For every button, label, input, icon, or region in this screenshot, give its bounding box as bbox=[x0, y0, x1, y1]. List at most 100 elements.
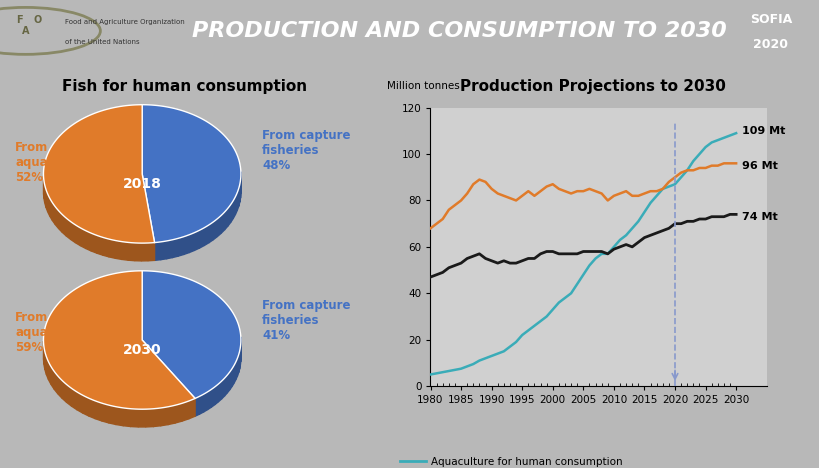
Text: 2030: 2030 bbox=[123, 344, 161, 358]
Polygon shape bbox=[134, 243, 141, 261]
Polygon shape bbox=[233, 362, 236, 383]
Polygon shape bbox=[154, 242, 161, 260]
Polygon shape bbox=[161, 241, 166, 260]
Polygon shape bbox=[44, 346, 45, 369]
Polygon shape bbox=[54, 372, 58, 394]
Polygon shape bbox=[237, 189, 238, 211]
Text: O: O bbox=[34, 15, 42, 25]
Polygon shape bbox=[217, 216, 221, 237]
Polygon shape bbox=[207, 389, 211, 410]
Polygon shape bbox=[109, 405, 116, 424]
Polygon shape bbox=[80, 228, 86, 249]
Text: 74 Mt: 74 Mt bbox=[741, 212, 777, 222]
Polygon shape bbox=[47, 357, 48, 380]
Polygon shape bbox=[232, 366, 233, 387]
Polygon shape bbox=[199, 228, 204, 248]
Polygon shape bbox=[66, 218, 70, 240]
Polygon shape bbox=[174, 403, 182, 423]
Polygon shape bbox=[45, 185, 46, 207]
Polygon shape bbox=[52, 203, 56, 225]
Polygon shape bbox=[50, 198, 52, 220]
Polygon shape bbox=[62, 215, 66, 236]
Polygon shape bbox=[71, 388, 77, 410]
Polygon shape bbox=[195, 396, 199, 416]
Polygon shape bbox=[138, 409, 146, 427]
Polygon shape bbox=[230, 201, 233, 222]
Polygon shape bbox=[178, 237, 183, 256]
Polygon shape bbox=[44, 181, 45, 203]
Polygon shape bbox=[56, 207, 59, 229]
Polygon shape bbox=[221, 212, 224, 234]
Polygon shape bbox=[147, 242, 154, 261]
Polygon shape bbox=[182, 401, 188, 421]
Polygon shape bbox=[62, 380, 66, 402]
Polygon shape bbox=[215, 384, 218, 405]
Polygon shape bbox=[102, 403, 109, 423]
Polygon shape bbox=[188, 398, 195, 419]
Polygon shape bbox=[86, 231, 91, 251]
Polygon shape bbox=[45, 351, 47, 374]
Polygon shape bbox=[43, 271, 195, 409]
Polygon shape bbox=[97, 235, 103, 255]
Polygon shape bbox=[83, 395, 88, 416]
Polygon shape bbox=[228, 205, 230, 226]
Text: From
aquaculture
52%: From aquaculture 52% bbox=[16, 140, 95, 183]
Polygon shape bbox=[189, 233, 194, 253]
Polygon shape bbox=[109, 239, 115, 258]
Polygon shape bbox=[213, 219, 217, 240]
Polygon shape bbox=[172, 238, 178, 257]
Polygon shape bbox=[51, 367, 54, 389]
Polygon shape bbox=[88, 398, 95, 419]
Polygon shape bbox=[146, 409, 153, 427]
Text: From capture
fisheries
41%: From capture fisheries 41% bbox=[262, 299, 351, 342]
Polygon shape bbox=[115, 241, 122, 259]
Polygon shape bbox=[203, 392, 207, 412]
Polygon shape bbox=[66, 385, 71, 406]
Legend: Aquaculture for human consumption, Total capture fisheries, Capture fisheries fo: Aquaculture for human consumption, Total… bbox=[395, 453, 652, 468]
Polygon shape bbox=[77, 392, 83, 413]
Text: SOFIA: SOFIA bbox=[749, 13, 791, 26]
Polygon shape bbox=[224, 208, 228, 230]
Text: From capture
fisheries
48%: From capture fisheries 48% bbox=[262, 129, 351, 172]
Polygon shape bbox=[59, 211, 62, 233]
Polygon shape bbox=[46, 190, 48, 212]
Polygon shape bbox=[103, 237, 109, 257]
Polygon shape bbox=[209, 222, 213, 243]
Polygon shape bbox=[122, 241, 128, 260]
Polygon shape bbox=[224, 375, 227, 396]
Polygon shape bbox=[153, 408, 161, 426]
Text: Production Projections to 2030: Production Projections to 2030 bbox=[459, 79, 725, 94]
Polygon shape bbox=[142, 105, 241, 242]
Polygon shape bbox=[204, 225, 209, 246]
Polygon shape bbox=[194, 230, 199, 250]
Polygon shape bbox=[48, 362, 51, 385]
Text: 109 Mt: 109 Mt bbox=[741, 126, 785, 136]
Polygon shape bbox=[70, 222, 75, 243]
Polygon shape bbox=[233, 197, 235, 219]
Polygon shape bbox=[142, 271, 241, 398]
Polygon shape bbox=[128, 242, 134, 261]
Polygon shape bbox=[43, 105, 154, 243]
Polygon shape bbox=[211, 387, 215, 407]
Polygon shape bbox=[131, 409, 138, 427]
Polygon shape bbox=[91, 233, 97, 253]
Polygon shape bbox=[116, 407, 124, 426]
Polygon shape bbox=[58, 376, 62, 398]
Text: PRODUCTION AND CONSUMPTION TO 2030: PRODUCTION AND CONSUMPTION TO 2030 bbox=[192, 21, 726, 41]
Text: F: F bbox=[16, 15, 22, 25]
Polygon shape bbox=[75, 225, 80, 246]
Polygon shape bbox=[48, 194, 50, 216]
Polygon shape bbox=[235, 193, 237, 215]
Text: Million tonnes: Million tonnes bbox=[387, 81, 459, 91]
Polygon shape bbox=[227, 372, 229, 393]
Polygon shape bbox=[229, 369, 232, 390]
Polygon shape bbox=[238, 184, 239, 206]
Polygon shape bbox=[183, 235, 189, 255]
Text: Fish for human consumption: Fish for human consumption bbox=[62, 79, 306, 94]
Polygon shape bbox=[141, 243, 147, 261]
Polygon shape bbox=[166, 240, 172, 259]
Text: A: A bbox=[21, 26, 29, 36]
Polygon shape bbox=[238, 351, 239, 373]
Text: Food and Agriculture Organization: Food and Agriculture Organization bbox=[65, 19, 184, 25]
Text: From
aquaculture
59%: From aquaculture 59% bbox=[16, 311, 95, 354]
